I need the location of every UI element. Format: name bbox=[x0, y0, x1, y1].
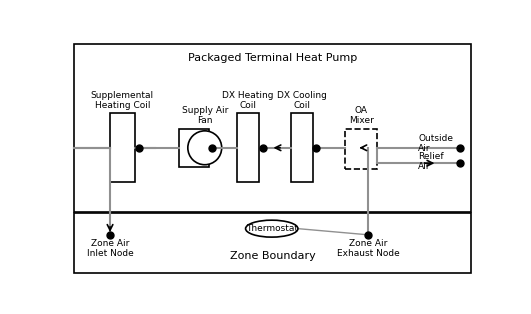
Bar bbox=[74, 44, 471, 212]
Text: Zone Air
Inlet Node: Zone Air Inlet Node bbox=[87, 239, 133, 258]
Bar bbox=[179, 128, 209, 167]
Text: Supply Air
Fan: Supply Air Fan bbox=[182, 106, 228, 126]
Bar bbox=[291, 113, 313, 182]
Ellipse shape bbox=[245, 220, 298, 237]
Text: Zone Air
Exhaust Node: Zone Air Exhaust Node bbox=[337, 239, 399, 258]
Text: Outside
Air: Outside Air bbox=[418, 134, 453, 153]
Text: Thermostat: Thermostat bbox=[246, 224, 298, 233]
Circle shape bbox=[188, 131, 222, 165]
Bar bbox=[237, 113, 259, 182]
Text: Supplemental
Heating Coil: Supplemental Heating Coil bbox=[91, 91, 154, 110]
Text: DX Heating
Coil: DX Heating Coil bbox=[222, 91, 273, 110]
Bar bbox=[110, 113, 135, 182]
Text: Zone Boundary: Zone Boundary bbox=[229, 251, 315, 261]
Text: Relief
Air: Relief Air bbox=[418, 152, 444, 171]
Bar bbox=[345, 128, 377, 169]
Text: Packaged Terminal Heat Pump: Packaged Terminal Heat Pump bbox=[188, 53, 357, 63]
Text: DX Cooling
Coil: DX Cooling Coil bbox=[277, 91, 327, 110]
Bar bbox=[74, 213, 471, 273]
Text: OA
Mixer: OA Mixer bbox=[349, 106, 373, 126]
